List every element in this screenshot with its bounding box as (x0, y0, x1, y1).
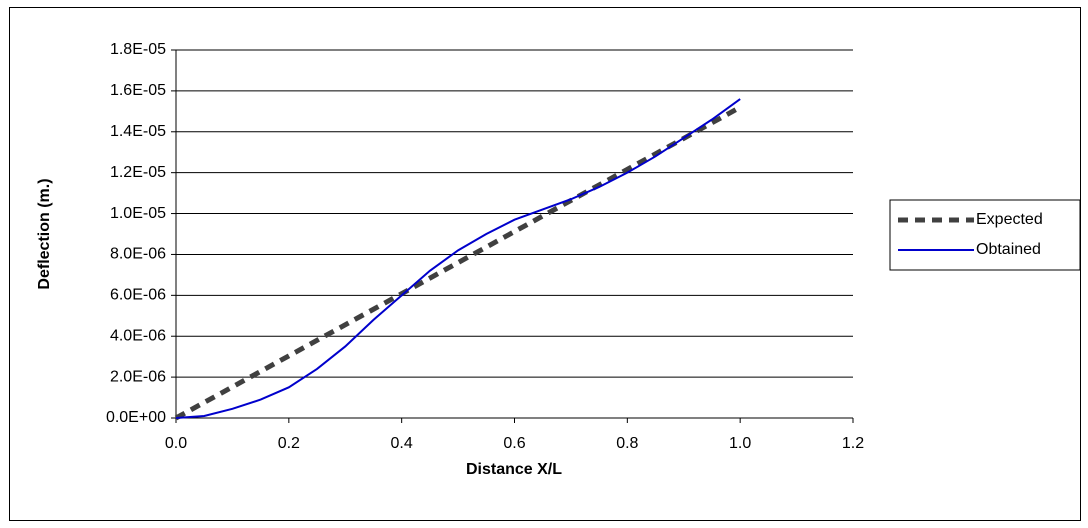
x-tick-label: 1.2 (842, 435, 864, 452)
x-tick-label: 1.0 (729, 435, 751, 452)
page: {"chart_data": {"type": "line", "x_label… (0, 0, 1088, 528)
y-tick-label: 4.0E-06 (110, 327, 166, 344)
chart: Distance X/L Deflection (m.) 0.0E+00 2.0E… (0, 0, 1088, 528)
legend-label: Obtained (976, 241, 1041, 258)
y-tick-label: 6.0E-06 (110, 287, 166, 304)
x-axis-title: Distance X/L (466, 461, 562, 478)
y-tick-label: 1.2E-05 (110, 164, 166, 181)
y-tick-label: 1.8E-05 (110, 41, 166, 58)
x-tick-label: 0.0 (165, 435, 187, 452)
y-tick-label: 2.0E-06 (110, 368, 166, 385)
x-tick-label: 0.6 (503, 435, 525, 452)
y-tick-label: 0.0E+00 (106, 409, 166, 426)
y-axis-title: Deflection (m.) (36, 178, 53, 289)
legend-label: Expected (976, 211, 1043, 228)
y-tick-label: 8.0E-06 (110, 246, 166, 263)
y-tick-label: 1.0E-05 (110, 205, 166, 222)
y-tick-label: 1.4E-05 (110, 123, 166, 140)
x-tick-label: 0.2 (278, 435, 300, 452)
y-tick-label: 1.6E-05 (110, 82, 166, 99)
x-tick-label: 0.4 (391, 435, 413, 452)
x-tick-label: 0.8 (616, 435, 638, 452)
